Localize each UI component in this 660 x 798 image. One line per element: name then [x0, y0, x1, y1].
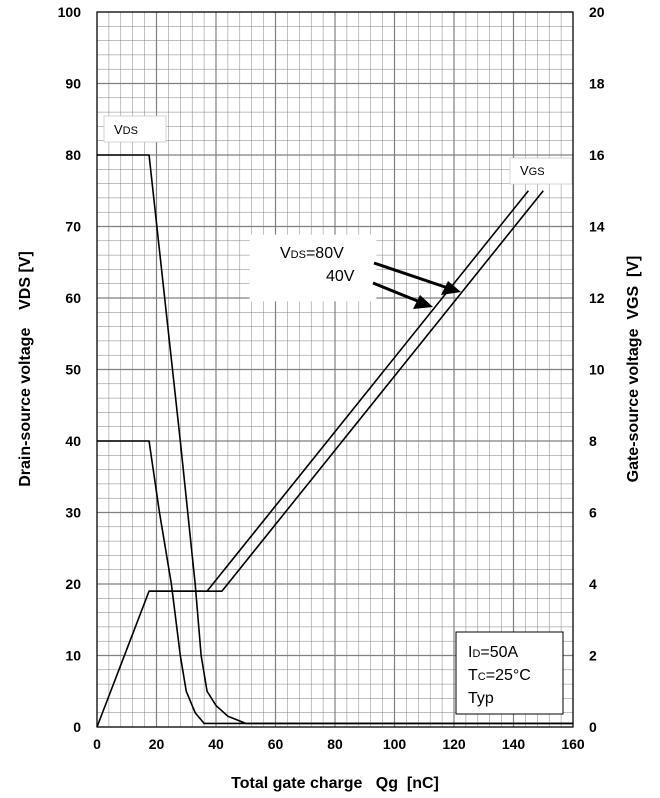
y-right-tick-label: 18	[589, 76, 605, 92]
vds-curve-80v	[97, 154, 573, 725]
x-tick-label: 20	[149, 736, 165, 752]
y-right-tick-label: 0	[589, 719, 597, 735]
y-left-tick-label: 30	[65, 505, 81, 521]
condition-id: ID=50A	[468, 644, 519, 661]
plot-frame	[96, 11, 574, 728]
y-left-tick-label: 40	[65, 433, 81, 449]
x-tick-label: 60	[268, 736, 284, 752]
y-right-tick-label: 6	[589, 505, 597, 521]
y-right-tick-label: 14	[589, 219, 605, 235]
y-right-tick-label: 8	[589, 433, 597, 449]
conditions-box	[455, 631, 564, 715]
series-lines	[96, 154, 573, 728]
y-left-tick-label: 0	[73, 719, 81, 735]
arrow-40v	[372, 281, 433, 309]
y-left-tick-label: 10	[65, 648, 81, 664]
y-right-tick-label: 2	[589, 648, 597, 664]
vds-80v-label: VDS=80V	[280, 245, 344, 262]
y-left-axis-label: Drain-source voltage VDS [V]	[17, 251, 34, 487]
y-right-tick-label: 10	[589, 362, 605, 378]
y-left-tick-label: 100	[58, 4, 82, 20]
arrow-80v	[373, 261, 461, 295]
y-left-tick-label: 90	[65, 76, 81, 92]
y-left-tick-label: 50	[65, 362, 81, 378]
vds-label-box	[103, 115, 167, 143]
condition-tc: TC=25°C	[468, 667, 531, 684]
y-left-tick-label: 60	[65, 290, 81, 306]
tick-labels: 0 20 40 60 80 100 120 140 1600102030405060708090…	[58, 4, 605, 752]
y-right-tick-label: 16	[589, 147, 605, 163]
vds-40v-label: 40V	[326, 268, 355, 285]
condition-typ: Typ	[468, 690, 494, 707]
y-right-tick-label: 20	[589, 4, 605, 20]
vgs-curve-label: VGS	[520, 163, 545, 178]
x-tick-label: 80	[327, 736, 343, 752]
vgs-label-box	[509, 157, 573, 185]
x-tick-label: 140	[502, 736, 526, 752]
vds-arrow-label-box	[249, 234, 377, 302]
x-tick-label: 100	[383, 736, 407, 752]
annotation-boxes	[103, 115, 573, 715]
vds-curve-label: VDS	[114, 122, 138, 137]
x-tick-label: 160	[561, 736, 585, 752]
y-right-axis-label: Gate-source voltage VGS [V]	[625, 256, 642, 483]
y-right-tick-label: 12	[589, 290, 605, 306]
vgs-curve-40v	[149, 190, 530, 592]
x-axis-label: Total gate charge Qg [nC]	[231, 775, 439, 792]
y-left-tick-label: 80	[65, 147, 81, 163]
x-tick-label: 0	[93, 736, 101, 752]
grid	[96, 11, 574, 728]
y-right-tick-label: 4	[589, 576, 597, 592]
y-left-tick-label: 20	[65, 576, 81, 592]
x-tick-label: 40	[208, 736, 224, 752]
x-tick-label: 120	[442, 736, 466, 752]
vds-curve-40v	[97, 440, 573, 725]
y-left-tick-label: 70	[65, 219, 81, 235]
